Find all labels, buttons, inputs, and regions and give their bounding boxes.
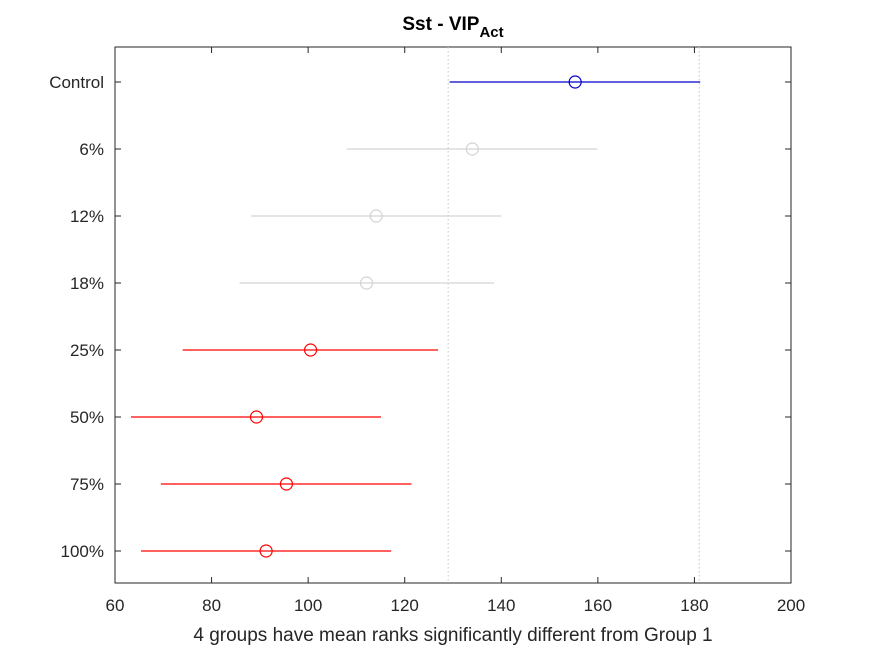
y-axis-ticks: Control 6% 12% 18% 25% 50% 75% 100% [49,73,791,561]
x-axis-title: 4 groups have mean ranks significantly d… [193,625,712,646]
mean-marker-control [568,75,582,89]
y-tick-label: 6% [79,140,104,159]
y-tick-label: 100% [61,542,104,561]
mean-marker-18pct [359,276,374,290]
y-tick-label: 18% [70,274,104,293]
mean-marker-75pct [279,477,294,491]
x-tick-label: 200 [777,596,805,615]
x-tick-label: 80 [202,596,221,615]
mean-marker-12pct [369,209,383,223]
mean-marker-6pct [465,142,479,156]
y-tick-label: Control [49,73,104,92]
mean-markers [249,75,582,558]
reference-lines [447,47,700,583]
chart-title: Sst - VIPAct [402,14,503,41]
y-tick-label: 12% [70,207,104,226]
x-tick-label: 180 [680,596,708,615]
y-tick-label: 25% [70,341,104,360]
x-tick-label: 100 [294,596,322,615]
x-tick-label: 60 [106,596,125,615]
y-tick-label: 50% [70,408,104,427]
mean-marker-25pct [303,343,318,357]
x-tick-label: 160 [584,596,612,615]
mean-marker-50pct [249,410,264,424]
interval-lines [130,81,701,552]
x-axis-ticks: 60 80 100 120 140 160 180 200 [106,47,805,615]
x-tick-label: 120 [391,596,419,615]
x-tick-label: 140 [487,596,515,615]
plot-area [114,46,792,584]
axes-box [114,46,792,584]
mean-marker-100pct [259,544,273,558]
y-tick-label: 75% [70,475,104,494]
